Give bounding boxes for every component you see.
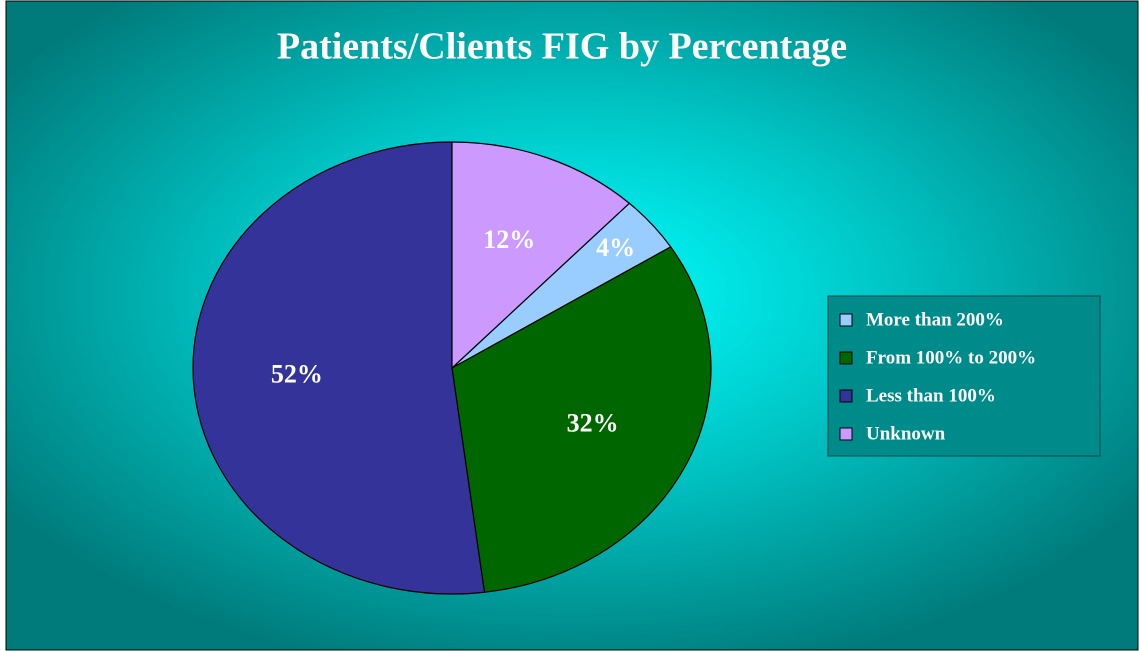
data-label: 4% [596,233,635,262]
legend-swatch [839,313,853,327]
data-label: 52% [271,359,323,388]
legend-label: More than 200% [866,309,1004,330]
legend-label: Unknown [866,423,946,444]
legend-swatch [839,427,853,441]
legend-box [827,295,1101,457]
data-label: 12% [483,225,535,254]
legend-label: Less than 100% [866,385,996,406]
legend-swatch [839,351,853,365]
pie-slice [451,246,712,593]
pie-slice [192,141,486,595]
pie-slice [451,141,631,370]
chart-title: Patients/Clients FIG by Percentage [277,26,847,68]
legend-label: From 100% to 200% [866,347,1036,368]
legend-swatch [839,389,853,403]
data-label: 32% [567,409,619,438]
